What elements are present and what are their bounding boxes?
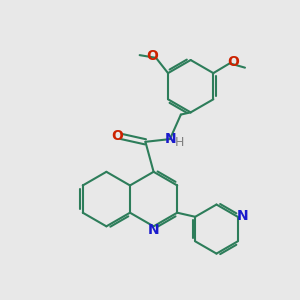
Text: N: N xyxy=(165,132,177,146)
Text: N: N xyxy=(236,209,248,223)
Text: N: N xyxy=(148,223,159,237)
Text: O: O xyxy=(146,49,158,63)
Text: O: O xyxy=(111,129,123,143)
Text: H: H xyxy=(175,136,184,149)
Text: O: O xyxy=(228,55,239,69)
